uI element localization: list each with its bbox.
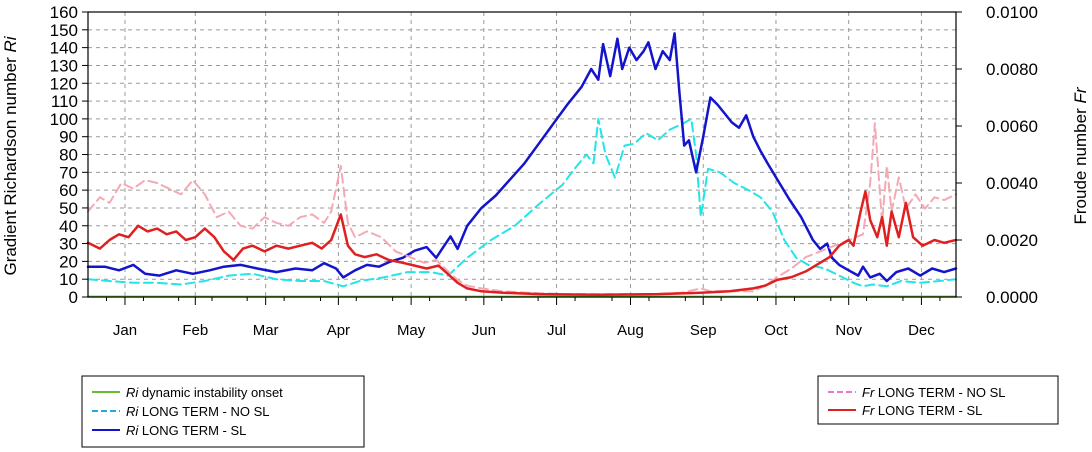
left-y-tick-label: 80	[59, 146, 78, 165]
month-label: Apr	[327, 322, 350, 339]
legend-entry-text: LONG TERM - SL	[138, 423, 246, 438]
legend-left-box	[81, 375, 365, 448]
right-y-tick-label: 0.0000	[986, 288, 1038, 307]
left-y-tick-label: 20	[59, 252, 78, 271]
axis-layer: 0102030405060708090100110120130140150160…	[50, 3, 1038, 339]
legend-entry-label: Ri LONG TERM - NO SL	[126, 404, 270, 419]
legend-right-box	[817, 375, 1059, 425]
series-line-fr_no_sl	[87, 122, 957, 296]
legend-entry-symbol: Fr	[862, 403, 875, 418]
month-label: Nov	[835, 322, 862, 339]
right-y-tick-label: 0.0040	[986, 174, 1038, 193]
month-label: Aug	[617, 322, 644, 339]
legend-entry-symbol: Ri	[126, 385, 139, 400]
left-y-tick-label: 90	[59, 128, 78, 147]
grid-layer	[88, 12, 956, 297]
month-label: Feb	[182, 322, 208, 339]
left-y-axis-title-text: Gradient Richardson number	[1, 53, 20, 276]
left-y-tick-label: 40	[59, 217, 78, 236]
left-y-tick-label: 30	[59, 235, 78, 254]
right-y-axis-title-symbol: Fr	[1071, 86, 1090, 103]
left-y-tick-label: 140	[50, 39, 78, 58]
right-y-tick-label: 0.0060	[986, 117, 1038, 136]
series-line-fr_sl	[86, 190, 958, 296]
month-label: Oct	[764, 322, 788, 339]
left-y-tick-label: 10	[59, 270, 78, 289]
series-line-ri_sl	[86, 32, 958, 283]
left-y-tick-label: 160	[50, 3, 78, 22]
left-y-tick-label: 50	[59, 199, 78, 218]
series-line-ri_no_sl	[87, 117, 957, 288]
legend-entry-label: Fr LONG TERM - SL	[862, 403, 982, 418]
month-label: Jun	[472, 322, 496, 339]
left-y-axis-title-symbol: Ri	[1, 35, 20, 52]
right-y-tick-label: 0.0020	[986, 231, 1038, 250]
left-y-tick-label: 150	[50, 21, 78, 40]
series-layer	[86, 32, 958, 298]
legend-entry-label: Ri LONG TERM - SL	[126, 423, 246, 438]
right-y-tick-label: 0.0100	[986, 3, 1038, 22]
legend-entry-symbol: Ri	[126, 404, 139, 419]
left-y-tick-label: 110	[51, 92, 78, 111]
left-y-tick-label: 100	[50, 110, 78, 129]
legend-entry-text: LONG TERM - NO SL	[138, 404, 269, 419]
left-y-tick-label: 60	[59, 181, 78, 200]
left-y-tick-label: 70	[59, 163, 78, 182]
legend-entry-symbol: Fr	[862, 385, 875, 400]
month-label: Sep	[690, 322, 717, 339]
legend-entry-label: Ri dynamic instability onset	[126, 385, 283, 400]
right-y-axis-title: Froude number Fr	[1071, 86, 1090, 224]
left-y-tick-label: 130	[50, 56, 78, 75]
month-label: May	[397, 322, 426, 339]
plot-frame	[87, 11, 957, 298]
legend-entry-label: Fr LONG TERM - NO SL	[862, 385, 1006, 400]
month-label: Jan	[113, 322, 137, 339]
month-label: Jul	[547, 322, 566, 339]
left-y-tick-label: 0	[69, 288, 78, 307]
right-y-tick-label: 0.0080	[986, 60, 1038, 79]
left-y-tick-label: 120	[50, 74, 78, 93]
legend-entry-text: LONG TERM - NO SL	[874, 385, 1005, 400]
month-label: Dec	[908, 322, 935, 339]
legend-entry-symbol: Ri	[126, 423, 139, 438]
left-y-axis-title: Gradient Richardson number Ri	[1, 35, 20, 275]
right-y-axis-title-text: Froude number	[1071, 104, 1090, 225]
month-label: Mar	[253, 322, 279, 339]
legend-entry-text: LONG TERM - SL	[874, 403, 982, 418]
legend-entry-text: dynamic instability onset	[138, 385, 283, 400]
